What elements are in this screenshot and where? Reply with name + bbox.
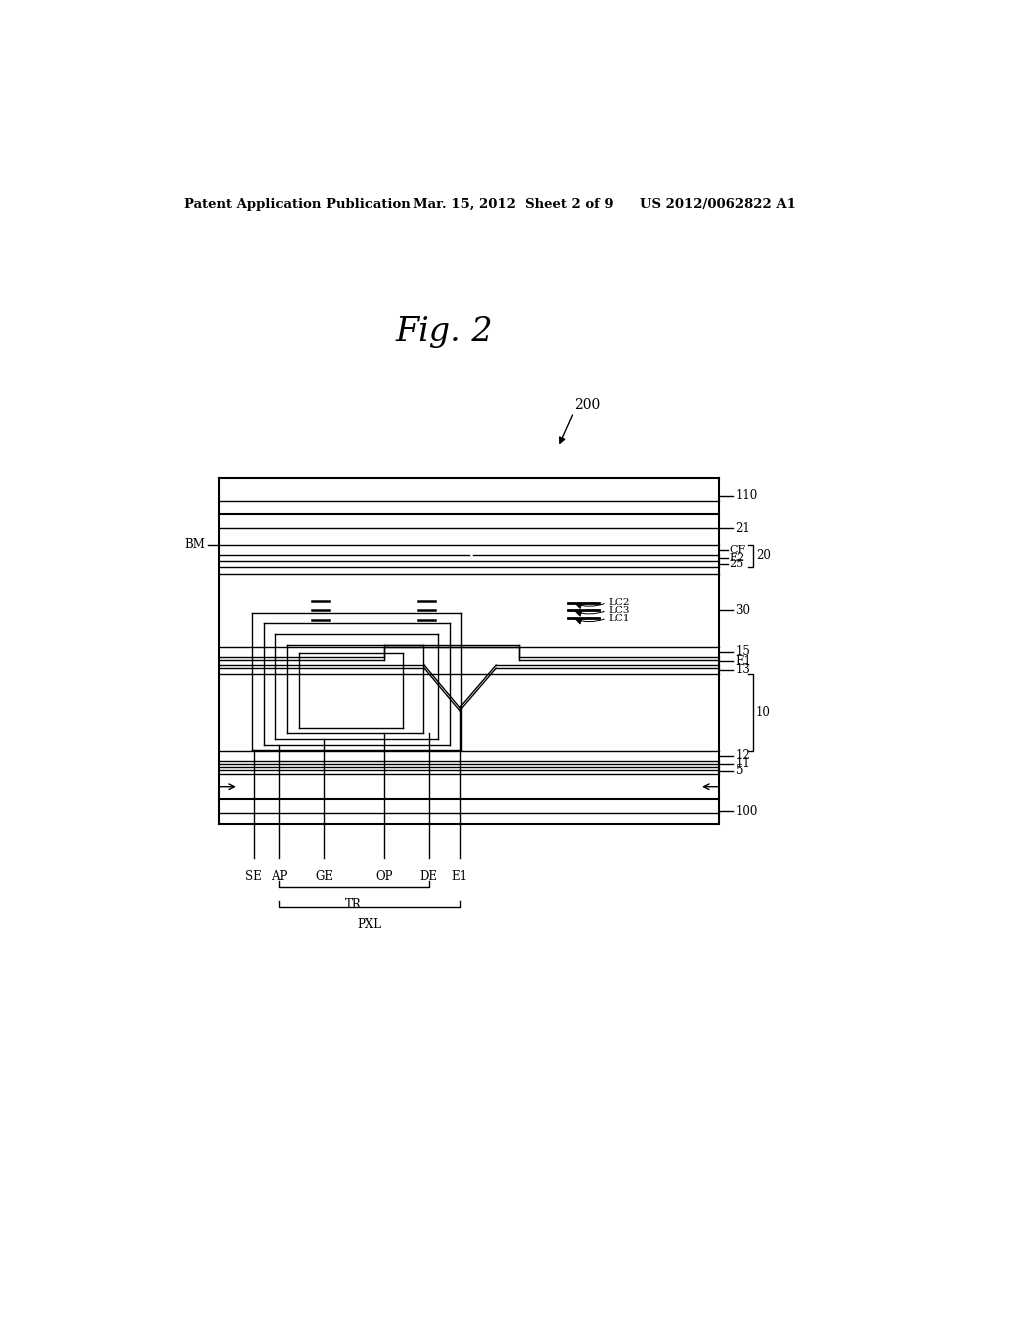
Text: 100: 100 (735, 805, 758, 818)
Text: US 2012/0062822 A1: US 2012/0062822 A1 (640, 198, 796, 211)
Text: 11: 11 (735, 758, 751, 770)
Text: Mar. 15, 2012  Sheet 2 of 9: Mar. 15, 2012 Sheet 2 of 9 (414, 198, 613, 211)
Text: 12: 12 (735, 750, 751, 763)
Text: 200: 200 (574, 397, 601, 412)
Text: 30: 30 (735, 603, 751, 616)
Text: 10: 10 (756, 706, 771, 719)
Text: Fig. 2: Fig. 2 (395, 315, 493, 347)
Text: LC1: LC1 (608, 614, 630, 623)
Text: TR: TR (345, 898, 361, 911)
Text: AP: AP (271, 870, 288, 883)
Text: 5: 5 (735, 764, 743, 777)
Text: E1: E1 (735, 655, 752, 668)
Text: 21: 21 (735, 521, 751, 535)
Text: OP: OP (375, 870, 392, 883)
Text: CF: CF (729, 545, 745, 554)
Text: 25: 25 (729, 560, 743, 569)
Text: E2: E2 (729, 553, 744, 564)
Text: BM: BM (184, 539, 206, 552)
Text: E1: E1 (452, 870, 468, 883)
Text: DE: DE (420, 870, 437, 883)
Text: 13: 13 (735, 663, 751, 676)
Text: 110: 110 (735, 490, 758, 502)
Text: LC2: LC2 (608, 598, 630, 607)
Text: LC3: LC3 (608, 606, 630, 615)
Text: SE: SE (245, 870, 262, 883)
Text: 15: 15 (735, 645, 751, 659)
Text: Patent Application Publication: Patent Application Publication (183, 198, 411, 211)
Text: 20: 20 (756, 549, 771, 562)
Text: GE: GE (315, 870, 333, 883)
Text: PXL: PXL (357, 917, 381, 931)
